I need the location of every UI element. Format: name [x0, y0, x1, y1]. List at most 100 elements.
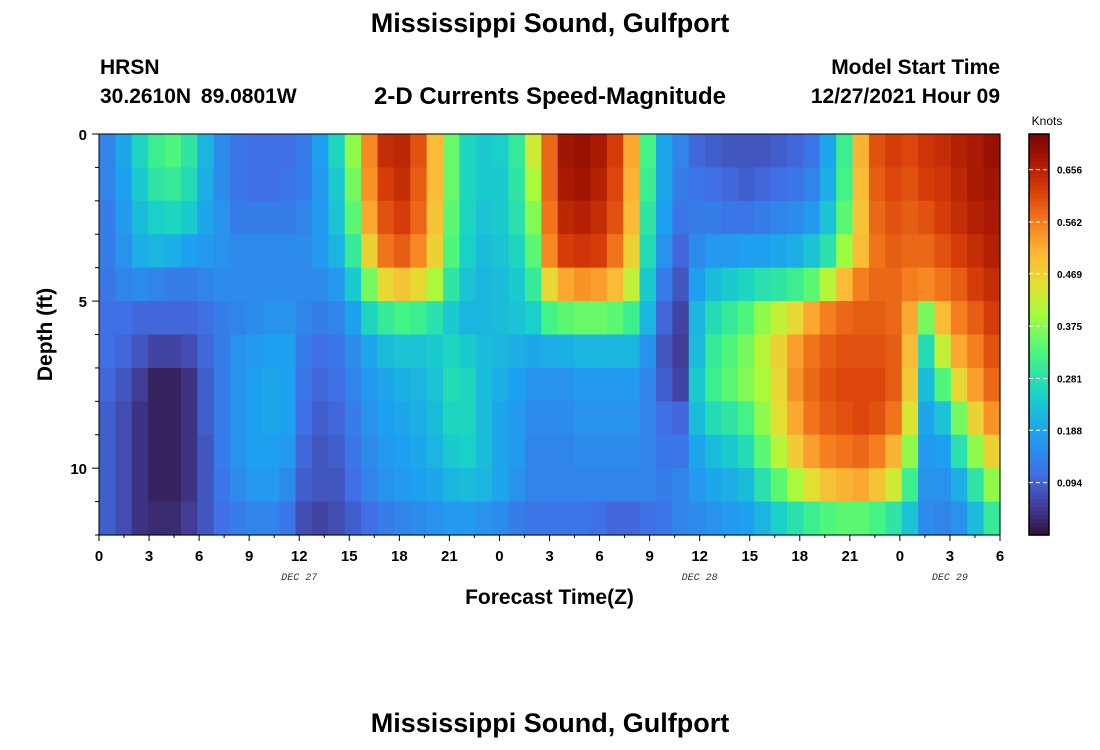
heatmap-cell — [164, 301, 182, 336]
heatmap-cell — [475, 234, 493, 269]
heatmap-cell — [115, 334, 133, 369]
heatmap-cell — [901, 134, 919, 169]
heatmap-cell — [328, 167, 346, 202]
heatmap-cell — [328, 234, 346, 269]
heatmap-cell — [901, 301, 919, 336]
colorbar-segment — [1029, 394, 1049, 400]
heatmap-cell — [672, 267, 690, 302]
heatmap-cell — [885, 367, 903, 402]
heatmap-cell — [99, 167, 116, 202]
heatmap-cell — [426, 468, 444, 503]
heatmap-cell — [836, 367, 854, 402]
heatmap-cell — [836, 334, 854, 369]
heatmap-cell — [721, 134, 739, 169]
y-tick-label: 10 — [70, 461, 87, 478]
heatmap-cell — [967, 401, 985, 436]
heatmap-cell — [557, 334, 575, 369]
heatmap-cell — [672, 468, 690, 503]
heatmap-cell — [967, 167, 985, 202]
colorbar-segment — [1029, 278, 1049, 283]
heatmap-cell — [754, 267, 772, 302]
y-tick-label: 0 — [79, 127, 87, 144]
heatmap-cell — [655, 200, 673, 235]
colorbar-tick-label: 0.281 — [1057, 374, 1082, 385]
heatmap-cell — [754, 234, 772, 269]
heatmap-cell — [508, 401, 526, 436]
heatmap-cell — [918, 334, 936, 369]
heatmap-cell — [557, 367, 575, 402]
heatmap-cell — [606, 501, 624, 536]
colorbar-segment — [1029, 450, 1049, 456]
heatmap-cell — [705, 167, 723, 202]
heatmap-cell — [459, 234, 477, 269]
heatmap-cell — [557, 267, 575, 302]
heatmap-cell — [164, 267, 182, 302]
heatmap-cell — [410, 501, 428, 536]
colorbar-segment — [1029, 302, 1049, 308]
heatmap-cell — [541, 401, 559, 436]
heatmap-cell — [443, 334, 460, 369]
heatmap-cell — [180, 200, 198, 235]
colorbar-segment — [1029, 374, 1049, 380]
heatmap-cell — [574, 167, 592, 202]
colorbar-segment — [1029, 530, 1049, 536]
heatmap-cell — [770, 367, 788, 402]
heatmap-cell — [754, 401, 772, 436]
chart-subtitle: 2-D Currents Speed-Magnitude — [373, 83, 727, 110]
heatmap-cell — [213, 301, 231, 336]
colorbar-segment — [1029, 318, 1049, 324]
heatmap-cell — [901, 434, 919, 469]
heatmap-cell — [836, 434, 854, 469]
heatmap-cell — [950, 134, 968, 169]
colorbar-segment — [1029, 402, 1049, 408]
model-start-value: 12/27/2021 Hour 09 — [810, 85, 1000, 108]
heatmap-cell — [983, 301, 1001, 336]
heatmap-cell — [606, 367, 624, 402]
heatmap-cell — [246, 200, 264, 235]
heatmap-cell — [164, 434, 182, 469]
heatmap-cell — [606, 301, 624, 336]
heatmap-cell — [279, 234, 297, 269]
heatmap-cell — [475, 434, 493, 469]
heatmap-cell — [393, 434, 411, 469]
heatmap-cell — [344, 200, 362, 235]
heatmap-cell — [950, 434, 968, 469]
heatmap-cell — [311, 501, 329, 536]
heatmap-cell — [721, 468, 739, 503]
heatmap-cell — [623, 401, 641, 436]
heatmap-cell — [639, 468, 657, 503]
heatmap-cell — [508, 501, 526, 536]
heatmap-cell — [983, 501, 1001, 536]
heatmap-cell — [262, 234, 280, 269]
colorbar-segment — [1029, 382, 1049, 388]
heatmap-cell — [443, 200, 460, 235]
heatmap-cell — [606, 468, 624, 503]
colorbar-segment — [1029, 210, 1049, 215]
colorbar-segment — [1029, 422, 1049, 428]
colorbar-segment — [1029, 494, 1049, 500]
heatmap-cell — [377, 200, 395, 235]
heatmap-cell — [967, 134, 985, 169]
heatmap-cell — [688, 401, 706, 436]
heatmap-cell — [148, 234, 166, 269]
heatmap-cell — [655, 167, 673, 202]
heatmap-cell — [328, 401, 346, 436]
heatmap-cell — [328, 367, 346, 402]
heatmap-cell — [803, 200, 821, 235]
heatmap-cell — [885, 468, 903, 503]
heatmap-cell — [115, 367, 133, 402]
heatmap-cell — [426, 200, 444, 235]
heatmap-cell — [213, 334, 231, 369]
heatmap-cell — [295, 468, 313, 503]
x-axis-label: Forecast Time(Z) — [465, 586, 634, 609]
colorbar-frame — [1028, 133, 1050, 536]
heatmap-cell — [819, 501, 837, 536]
heatmap-cell — [213, 200, 231, 235]
heatmap-cell — [737, 334, 755, 369]
heatmap-cell — [770, 167, 788, 202]
heatmap-cell — [213, 468, 231, 503]
heatmap-cell — [246, 401, 264, 436]
heatmap-cell — [541, 434, 559, 469]
heatmap-cell — [393, 401, 411, 436]
heatmap-cell — [967, 434, 985, 469]
